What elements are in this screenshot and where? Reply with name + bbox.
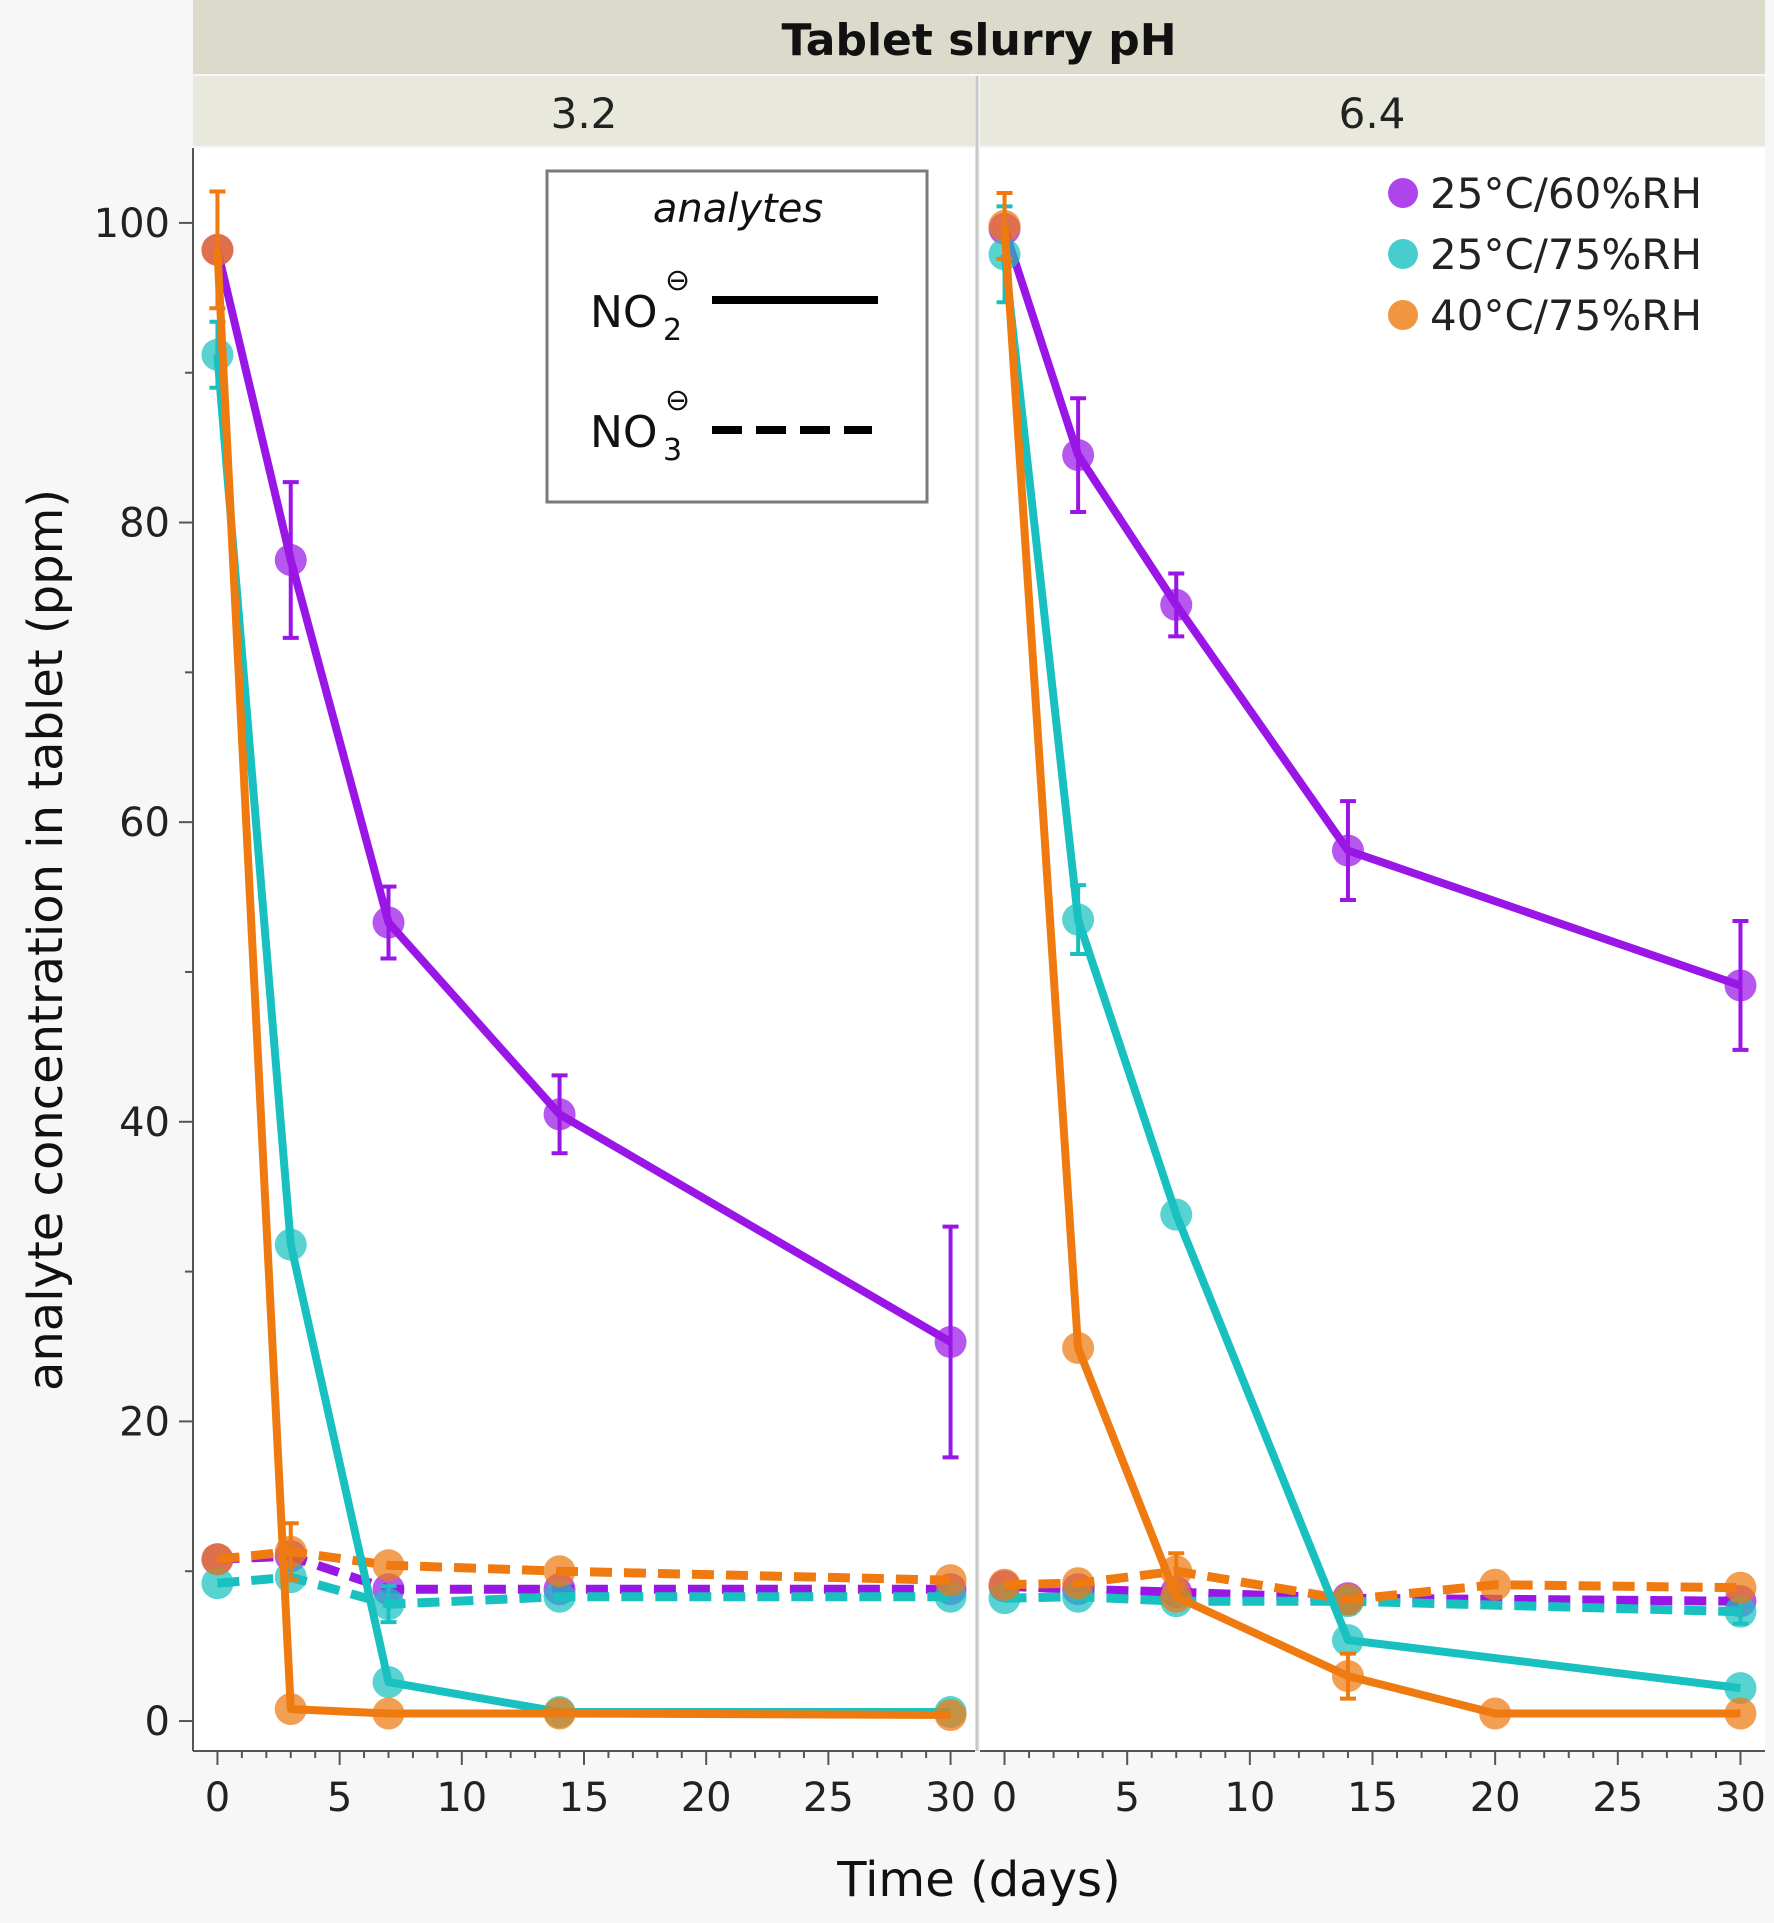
series-nitrite-6_4 — [988, 190, 1757, 1730]
data-point — [201, 233, 234, 266]
data-point — [1479, 1697, 1512, 1730]
data-point — [988, 1568, 1021, 1601]
data-point — [1724, 1571, 1757, 1604]
nitrite-formula-subscript: 2 — [663, 313, 682, 348]
legend-swatch-25c-60rh — [1388, 178, 1418, 208]
data-point — [543, 1697, 576, 1730]
x-tick-label: 20 — [681, 1775, 732, 1821]
data-point — [1062, 1567, 1095, 1600]
nitrate-charge-icon: ⊖ — [665, 383, 690, 418]
data-point — [1724, 969, 1757, 1002]
y-tick-label: 20 — [119, 1399, 170, 1445]
data-point — [1160, 1580, 1193, 1613]
series-nitrite-6_4 — [988, 204, 1757, 1705]
series-line — [1000, 225, 1741, 1718]
data-point — [1331, 1624, 1364, 1657]
data-point — [1331, 1583, 1364, 1616]
x-axis-title: Time (days) — [836, 1852, 1120, 1908]
conditions-legend: 25°C/60%RH 25°C/75%RH 40°C/75%RH — [1388, 169, 1702, 340]
analytes-legend-item-nitrate: NO 3 ⊖ — [590, 383, 872, 468]
data-point — [1724, 1672, 1757, 1705]
data-point — [543, 1555, 576, 1588]
data-point — [543, 1580, 576, 1613]
data-point — [372, 906, 405, 939]
x-tick-label: 25 — [803, 1775, 854, 1821]
data-point — [372, 1549, 405, 1582]
legend-label-40c-75rh: 40°C/75%RH — [1430, 291, 1702, 340]
data-point — [372, 1666, 405, 1699]
facet-title-strip — [193, 0, 1765, 74]
x-tick-label: 10 — [436, 1775, 487, 1821]
data-point — [934, 1326, 967, 1359]
facet-label-left: 3.2 — [551, 89, 618, 138]
series-layer — [201, 189, 1757, 1732]
x-tick-label: 5 — [1114, 1775, 1139, 1821]
facet-strip-right — [980, 76, 1765, 146]
x-tick-label: 0 — [992, 1775, 1017, 1821]
x-tick-label: 5 — [327, 1775, 352, 1821]
analytes-legend-box — [545, 169, 929, 504]
nitrite-formula-base: NO — [590, 287, 658, 338]
data-point — [201, 338, 234, 371]
data-point — [988, 209, 1021, 242]
data-point — [1160, 1198, 1193, 1231]
x-tick-label: 10 — [1224, 1775, 1275, 1821]
data-point — [201, 1543, 234, 1576]
x-tick-label: 15 — [1347, 1775, 1398, 1821]
facet-strip-left — [193, 76, 975, 146]
axes: 0 20 40 60 80 100 0 5 10 15 20 25 30 0 5 10 15 20 25 30 — [94, 148, 1766, 1821]
analytes-legend-item-nitrite: NO 2 ⊖ — [590, 263, 878, 348]
facet-label-right: 6.4 — [1339, 89, 1406, 138]
x-tick-label: 15 — [559, 1775, 610, 1821]
analytes-legend: analytes NO 2 ⊖ NO 3 ⊖ — [545, 169, 929, 504]
nitrate-formula-subscript: 3 — [663, 433, 682, 468]
data-point — [372, 1697, 405, 1730]
series-line — [1004, 1566, 1741, 1605]
y-tick-label: 0 — [145, 1699, 170, 1745]
y-axis-title: analyte concentration in tablet (ppm) — [18, 489, 74, 1391]
series-nitrite-3_2 — [201, 189, 967, 1732]
analytes-legend-title: analytes — [653, 186, 823, 232]
data-point — [372, 1588, 405, 1621]
nitrate-formula-base: NO — [590, 407, 658, 458]
x-tick-label: 30 — [1715, 1775, 1766, 1821]
legend-label-25c-75rh: 25°C/75%RH — [1430, 230, 1702, 279]
data-point — [1724, 1697, 1757, 1730]
legend-swatch-40c-75rh — [1388, 300, 1418, 330]
data-point — [274, 543, 307, 576]
legend-swatch-25c-75rh — [1388, 239, 1418, 269]
series-nitrate-3_2 — [201, 1521, 967, 1597]
data-point — [1160, 588, 1193, 621]
legend-label-25c-60rh: 25°C/60%RH — [1430, 169, 1702, 218]
nitrite-charge-icon: ⊖ — [665, 263, 690, 298]
y-tick-label: 100 — [94, 201, 170, 247]
data-point — [934, 1699, 967, 1732]
x-tick-label: 30 — [925, 1775, 976, 1821]
y-tick-label: 80 — [119, 501, 170, 547]
data-point — [274, 1228, 307, 1261]
data-point — [1724, 1595, 1757, 1628]
y-tick-label: 40 — [119, 1100, 170, 1146]
y-tick-label: 60 — [119, 800, 170, 846]
data-point — [1331, 1660, 1364, 1693]
data-point — [934, 1564, 967, 1597]
data-point — [1479, 1568, 1512, 1601]
data-point — [1062, 439, 1095, 472]
data-point — [274, 1693, 307, 1726]
data-point — [1062, 1332, 1095, 1365]
x-tick-label: 20 — [1470, 1775, 1521, 1821]
data-point — [1331, 834, 1364, 867]
data-point — [201, 1567, 234, 1600]
x-tick-label: 25 — [1592, 1775, 1643, 1821]
facet-title: Tablet slurry pH — [781, 15, 1176, 66]
data-point — [1062, 903, 1095, 936]
data-point — [543, 1098, 576, 1131]
x-tick-label: 0 — [205, 1775, 230, 1821]
